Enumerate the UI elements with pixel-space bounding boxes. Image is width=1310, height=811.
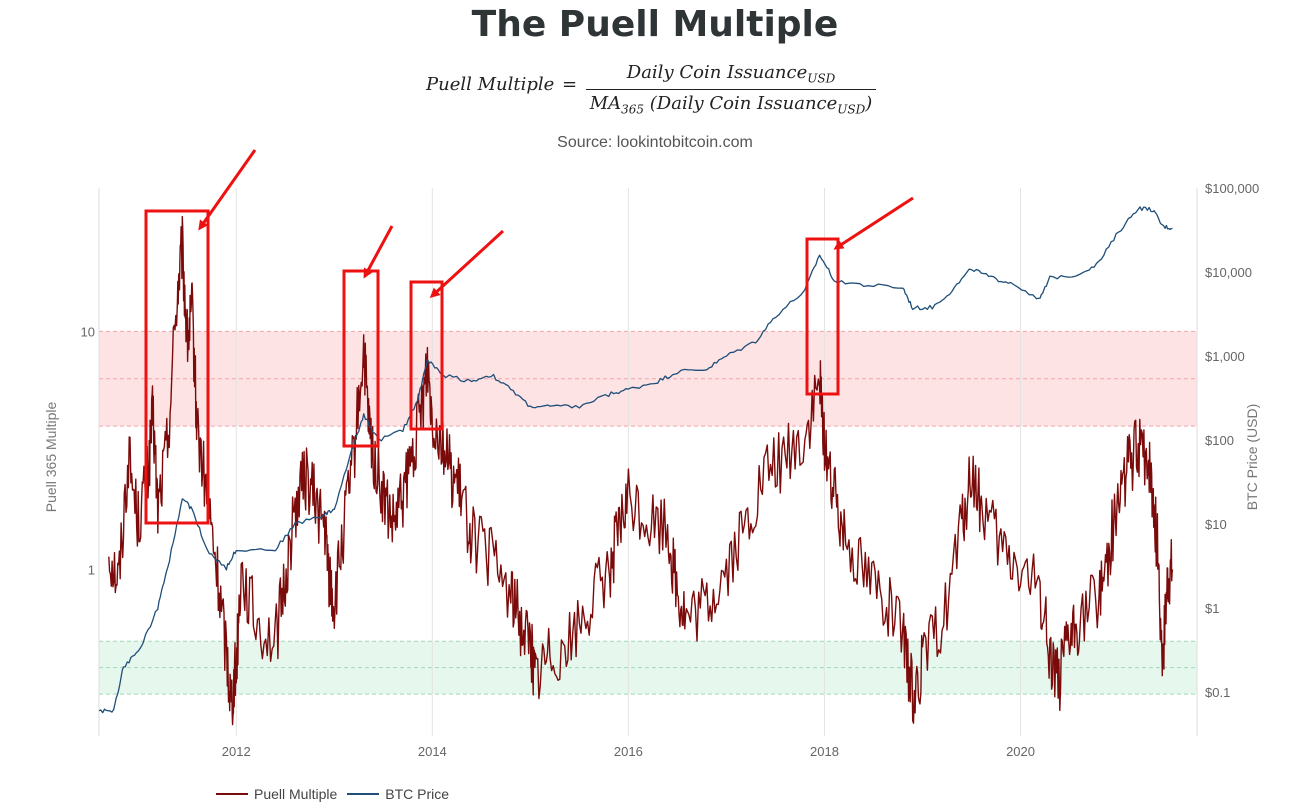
x-tick-label: 2018 xyxy=(810,744,839,759)
denominator-sub: USD xyxy=(837,102,866,117)
axis-ticks: 2012 2014 2016 2018 2020 10 1 $100,000 $10,000 $1… xyxy=(81,181,1260,759)
formula-denominator: MA365 (Daily Coin IssuanceUSD) xyxy=(586,93,876,117)
legend-label-puell: Puell Multiple xyxy=(254,786,338,802)
legend-item-btc[interactable]: BTC Price xyxy=(347,786,449,802)
legend-item-puell[interactable]: Puell Multiple xyxy=(216,786,337,802)
formula-equals: = xyxy=(562,74,578,95)
annotation-arrow xyxy=(363,225,394,279)
y-right-tick-label: $1 xyxy=(1205,601,1219,616)
x-tick-label: 2014 xyxy=(418,744,447,759)
numerator-text: Daily Coin Issuance xyxy=(626,62,808,83)
annotation-arrow xyxy=(198,149,257,231)
threshold-bands xyxy=(99,330,1197,695)
series-line-btc xyxy=(98,206,1173,714)
legend-swatch-puell xyxy=(216,793,248,795)
legend: Puell Multiple BTC Price xyxy=(216,786,459,802)
y-left-tick-label: 10 xyxy=(81,324,95,339)
series-line-puell xyxy=(108,215,1174,726)
y-right-tick-label: $10 xyxy=(1205,517,1227,532)
x-tick-label: 2012 xyxy=(222,744,251,759)
fraction-bar xyxy=(586,88,876,90)
annotation-box xyxy=(144,209,210,525)
series-lines xyxy=(98,206,1174,726)
legend-swatch-btc xyxy=(347,793,380,795)
denominator-ma-sub: 365 xyxy=(621,102,645,117)
denominator-close: ) xyxy=(865,92,873,114)
formula-numerator: Daily Coin IssuanceUSD xyxy=(586,62,876,86)
legend-label-btc: BTC Price xyxy=(385,786,450,802)
annotation-box xyxy=(342,269,380,448)
formula-lhs: Puell Multiple xyxy=(426,74,555,95)
y-axis-left-label: Puell 365 Multiple xyxy=(43,402,59,513)
denominator-ma: MA xyxy=(589,92,622,114)
annotation-arrow xyxy=(833,196,914,250)
numerator-sub: USD xyxy=(807,71,836,86)
source-note: Source: lookintobitcoin.com xyxy=(557,134,753,151)
y-left-tick-label: 1 xyxy=(88,563,95,578)
y-right-tick-label: $100,000 xyxy=(1205,181,1259,196)
y-axis-right-label: BTC Price (USD) xyxy=(1244,404,1260,511)
y-right-tick-label: $0.1 xyxy=(1205,685,1230,700)
annotation-box xyxy=(805,237,840,396)
y-right-tick-label: $10,000 xyxy=(1205,265,1252,280)
grid-lines xyxy=(98,188,1198,736)
annotation-arrow xyxy=(429,229,505,299)
formula-fraction: Daily Coin IssuanceUSD MA365 (Daily Coin… xyxy=(586,62,876,116)
annotation-box xyxy=(409,280,444,431)
y-right-tick-label: $100 xyxy=(1205,433,1234,448)
annotations xyxy=(144,149,914,525)
denominator-text: (Daily Coin Issuance xyxy=(649,92,838,114)
y-right-tick-label: $1,000 xyxy=(1205,349,1245,364)
x-tick-label: 2016 xyxy=(614,744,643,759)
x-tick-label: 2020 xyxy=(1006,744,1035,759)
chart-title: The Puell Multiple xyxy=(471,4,839,45)
